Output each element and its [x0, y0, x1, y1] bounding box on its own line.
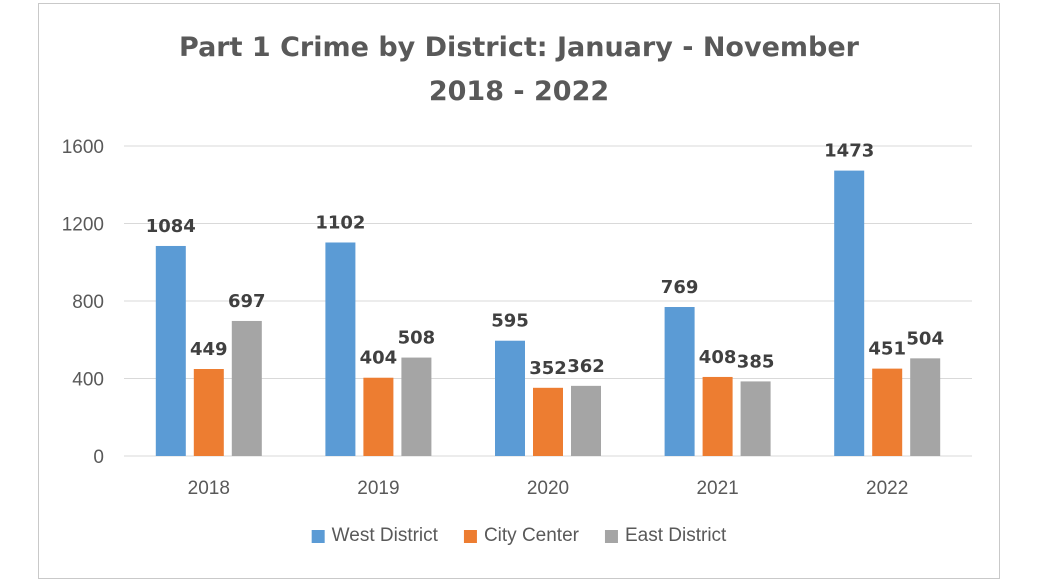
legend-swatch: [463, 530, 477, 543]
bar: [872, 368, 903, 456]
bar: [193, 369, 224, 456]
bar: [533, 387, 563, 456]
y-tick-label: 0: [93, 447, 104, 468]
bar: [571, 385, 601, 456]
data-label: 1084: [146, 216, 196, 237]
bar: [740, 381, 771, 456]
chart-subtitle: 2018 - 2022: [428, 76, 610, 107]
legend-swatch: [311, 530, 325, 543]
data-label: 504: [906, 328, 944, 349]
data-label: 451: [868, 339, 906, 360]
data-label: 404: [360, 348, 398, 369]
x-tick-label: 2022: [866, 478, 908, 499]
x-tick-label: 2020: [527, 478, 569, 499]
data-label: 1473: [824, 141, 874, 162]
data-label: 449: [190, 339, 228, 360]
bar: [664, 307, 695, 456]
legend-label: East District: [625, 525, 727, 546]
bar: [155, 245, 186, 456]
data-label: 595: [491, 311, 529, 332]
bar: [910, 358, 941, 456]
bar: [325, 242, 356, 456]
bar: [495, 340, 525, 456]
data-label: 1102: [315, 212, 365, 233]
bar: [834, 170, 865, 456]
chart-title: Part 1 Crime by District: January - Nove…: [179, 32, 859, 63]
y-tick-label: 1600: [62, 137, 104, 158]
bar: [363, 377, 394, 456]
y-tick-label: 800: [72, 292, 104, 313]
y-tick-label: 1200: [62, 215, 104, 236]
data-label: 385: [737, 351, 775, 372]
data-label: 352: [529, 358, 567, 379]
bar: [702, 376, 733, 456]
bar: [231, 320, 262, 456]
data-label: 362: [567, 356, 605, 377]
bar: [401, 357, 432, 456]
y-tick-label: 400: [72, 370, 104, 391]
data-label: 769: [661, 277, 699, 298]
x-tick-label: 2021: [696, 478, 738, 499]
data-label: 508: [398, 328, 436, 349]
data-label: 697: [228, 291, 266, 312]
x-tick-label: 2019: [357, 478, 399, 499]
legend-swatch: [604, 530, 618, 543]
legend-label: City Center: [484, 525, 580, 546]
data-label: 408: [699, 347, 737, 368]
x-tick-label: 2018: [188, 478, 230, 499]
legend-label: West District: [332, 525, 439, 546]
